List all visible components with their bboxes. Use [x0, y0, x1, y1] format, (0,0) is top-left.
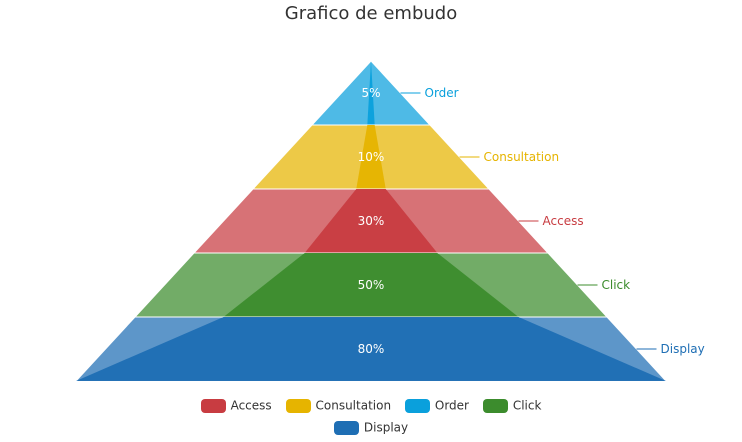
legend-item-display[interactable]: Display	[333, 418, 409, 437]
legend-label-display: Display	[363, 420, 409, 435]
funnel-value-label-order: 5%	[361, 86, 380, 100]
legend-label-consultation: Consultation	[315, 398, 392, 413]
legend-swatch-access	[200, 398, 226, 413]
funnel-bar-consultation	[356, 125, 386, 189]
legend-swatch-display	[333, 420, 359, 435]
legend-item-access[interactable]: Access	[200, 396, 272, 415]
legend-swatch-click	[482, 398, 508, 413]
funnel-name-label-click: Click	[602, 278, 631, 292]
funnel-value-label-display: 80%	[358, 342, 385, 356]
funnel-name-label-order: Order	[425, 86, 459, 100]
legend-item-order[interactable]: Order	[404, 396, 469, 415]
funnel-bar-access	[304, 189, 438, 253]
legend-label-access: Access	[230, 398, 272, 413]
funnel-bar-click	[223, 253, 519, 317]
legend-item-consultation[interactable]: Consultation	[285, 396, 392, 415]
legend-row: Access Consultation Order Click	[0, 396, 742, 418]
legend-label-order: Order	[434, 398, 469, 413]
legend: Access Consultation Order Click Display	[0, 396, 742, 440]
legend-swatch-consultation	[285, 398, 311, 413]
funnel-name-label-consultation: Consultation	[484, 150, 560, 164]
funnel-name-label-display: Display	[661, 342, 705, 356]
legend-item-click[interactable]: Click	[482, 396, 542, 415]
funnel-value-label-access: 30%	[358, 214, 385, 228]
funnel-value-label-click: 50%	[358, 278, 385, 292]
legend-label-click: Click	[512, 398, 542, 413]
funnel-value-label-consultation: 10%	[358, 150, 385, 164]
funnel-name-label-access: Access	[543, 214, 584, 228]
legend-row: Display	[0, 418, 742, 440]
funnel-bar-order	[367, 61, 375, 125]
chart-title: Grafico de embudo	[284, 3, 458, 24]
legend-swatch-order	[404, 398, 430, 413]
funnel-bar-display	[76, 317, 666, 381]
